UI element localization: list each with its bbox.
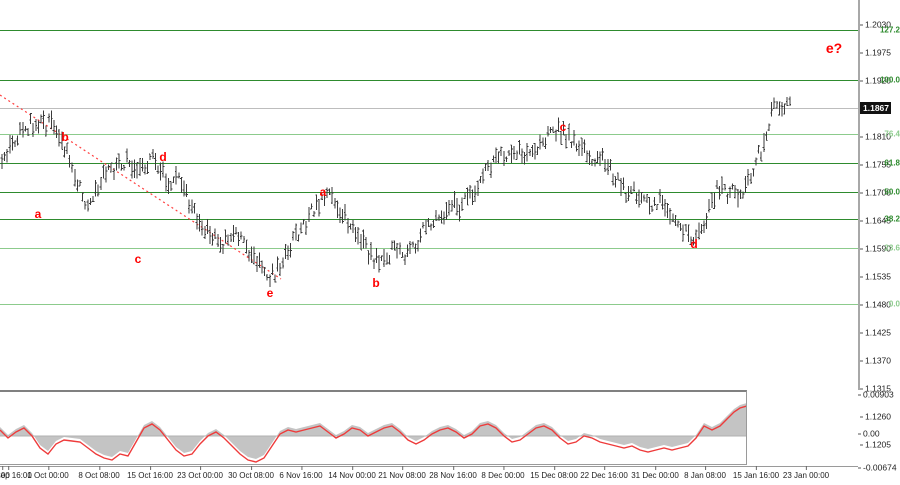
time-tick: 22 Dec 16:00 (580, 466, 628, 480)
fibonacci-level-label: 127.2 (879, 25, 900, 35)
fibonacci-level-line (0, 248, 858, 250)
price-tick: 1.1480 (860, 299, 891, 310)
price-tick: 1.1700 (860, 187, 891, 198)
price-bars (0, 96, 792, 287)
price-tick: 1.1975 (860, 47, 891, 58)
fibonacci-level-label: 76.4 (884, 129, 900, 139)
price-tick: 1.2030 (860, 19, 891, 30)
wave-label-b: b (61, 130, 69, 144)
price-tick: 1.1755 (860, 159, 891, 170)
oscillator-tick: -0.00674 (858, 462, 897, 473)
wave-label-d: d (690, 237, 698, 251)
time-tick: 28 Nov 16:00 (429, 466, 477, 480)
time-tick: 14 Nov 00:00 (328, 466, 376, 480)
price-axis[interactable]: 1.2085 1.2030 1.1975 1.1920 1.1810 1.1755 1.17… (858, 0, 900, 449)
time-tick: 8 Oct 08:00 (78, 466, 120, 480)
wave-label-d: d (159, 150, 167, 164)
price-tick: 1.1645 (860, 215, 891, 226)
fibonacci-level-line (0, 219, 858, 221)
price-tick: 1.2085 (865, 0, 891, 2)
fibonacci-level-label: 61.8 (884, 158, 900, 168)
fibonacci-level-line (0, 29, 858, 31)
time-tick: 8 Jan 08:00 (684, 466, 726, 480)
current-price-gridline (0, 107, 858, 109)
price-tick: 1.1315 (860, 383, 891, 394)
time-tick: 23 Sep 16:00 (0, 466, 32, 480)
fibonacci-level-line (0, 163, 858, 165)
fibonacci-level-label: 23.6 (884, 243, 900, 253)
price-tick: 1.1370 (860, 355, 891, 366)
oscillator-pane[interactable] (0, 390, 747, 465)
time-tick: 1 Oct 00:00 (27, 466, 69, 480)
wave-label-a: a (34, 207, 42, 221)
wave-label-a: a (319, 185, 327, 199)
time-tick: 15 Jan 16:00 (732, 466, 780, 480)
price-tick: 1.1425 (860, 327, 891, 338)
time-tick: 23 Jan 00:00 (782, 466, 830, 480)
time-tick: 8 Dec 00:00 (481, 466, 525, 480)
price-tick: 1.1535 (860, 271, 891, 282)
time-tick: 31 Dec 00:00 (631, 466, 679, 480)
oscillator-graph (0, 403, 746, 463)
fibonacci-level-line (0, 79, 858, 81)
price-tick: 1.1920 (860, 75, 891, 86)
fibonacci-level-label: 38.2 (884, 214, 900, 224)
fibonacci-level-line (0, 191, 858, 193)
time-tick: 30 Oct 08:00 (228, 466, 274, 480)
oscillator-tick: 0.00903 (858, 389, 894, 400)
time-tick: 15 Dec 08:00 (530, 466, 578, 480)
oscillator-tick: 0.00 (858, 428, 880, 439)
fibonacci-level-label: 50.0 (884, 187, 900, 197)
fibonacci-level-line (0, 304, 858, 306)
fibonacci-level-label: 100.0 (879, 75, 900, 85)
fibonacci-level-label: 0.0 (888, 299, 900, 309)
price-tick: 1.1260 (860, 411, 891, 422)
wave-label-c: c (559, 120, 567, 134)
time-tick: 21 Nov 08:00 (378, 466, 426, 480)
price-chart-pane[interactable]: a b c d e a b c d e? (0, 0, 858, 388)
fibonacci-level-line (0, 133, 858, 135)
price-tick: 1.1205 (860, 439, 891, 450)
price-tick: 1.1810 (860, 131, 891, 142)
time-tick: 8:00 (0, 466, 10, 480)
wave-label-e: e (266, 286, 274, 300)
time-tick: 15 Oct 16:00 (127, 466, 173, 480)
price-tick: 1.1590 (860, 243, 891, 254)
current-price-tag: 1.1867 (860, 101, 891, 114)
downtrend-line (0, 94, 282, 280)
wave-label-c: c (134, 252, 142, 266)
time-tick: 23 Oct 00:00 (177, 466, 223, 480)
time-tick: 6 Nov 16:00 (279, 466, 323, 480)
oscillator-axis[interactable]: 0.00903 0.00 -0.00674 (858, 389, 900, 472)
wave-label-eq: e? (825, 40, 843, 56)
wave-label-b: b (372, 276, 380, 290)
